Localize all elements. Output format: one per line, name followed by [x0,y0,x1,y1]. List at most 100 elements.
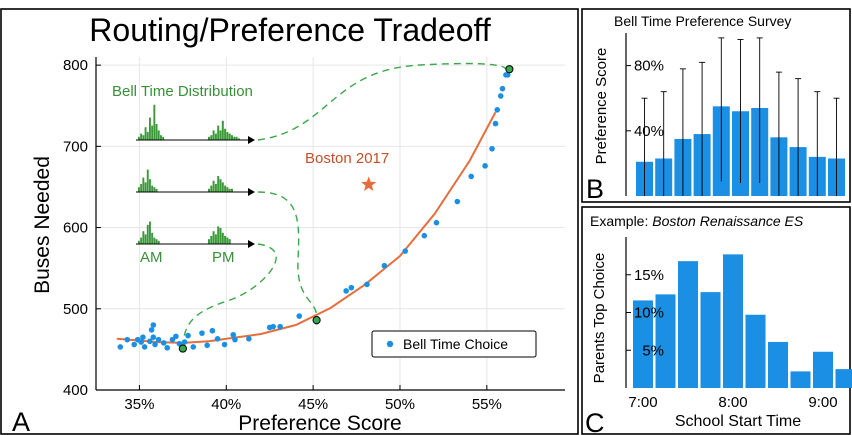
data-point [117,344,124,350]
panel-a-frame [0,8,579,435]
data-point [148,327,155,333]
data-point [348,284,355,291]
histogram-bar [226,187,229,192]
panel-b-letter: B [586,174,604,204]
dashed-connector [182,243,277,345]
histogram-bar [214,234,217,244]
histogram-bar [217,176,220,192]
panel-c-title-italic: Boston Renaissance ES [652,213,804,229]
data-point [482,163,488,169]
data-point [421,232,428,239]
data-point [454,198,461,205]
histogram-bar [140,237,143,244]
histogram-bar [146,169,149,192]
panel-b-ytick-40: 40% [634,123,664,140]
histogram-bar [210,135,213,140]
data-point [124,336,131,343]
histogram-bar [231,135,233,140]
panel-c-y-tick-label: 5% [642,342,664,359]
histogram-bar [224,185,227,192]
data-point [131,341,138,348]
histogram-bar [144,234,147,244]
start-time-bar [678,261,698,388]
histogram-bar [219,179,222,192]
data-point [160,340,167,346]
histogram-bar [138,240,140,244]
y-tick-label: 500 [63,301,88,318]
legend-marker [386,340,394,348]
histogram-bar [140,184,143,192]
histogram-bar [153,187,156,192]
panel-a-letter: A [12,407,30,435]
data-point [270,323,276,330]
panel-a-ylabel: Buses Needed [31,156,54,294]
histogram-bar [212,180,215,192]
data-point [499,85,506,92]
start-time-bar [633,300,653,388]
histogram-bar [151,232,154,244]
panel-b: Bell Time Preference Survey 80% 40% Pref… [586,13,845,204]
histogram-arrowhead [248,240,255,248]
histogram-bar [237,138,240,140]
histogram-bar [142,231,145,244]
histogram-bar [226,132,229,140]
panel-b-ylabel: Preference Score [593,48,610,165]
panel-c: Example: Boston Renaissance ES 5% 10% 15% 7… [585,213,852,435]
y-tick-label: 600 [63,220,88,237]
histogram-bar [228,133,231,140]
data-point [221,341,228,348]
highlighted-point [178,344,187,353]
bell-time-distribution-label: Bell Time Distribution [112,83,253,100]
data-point [277,323,283,330]
y-tick-label: 700 [63,138,88,155]
data-point [492,120,499,127]
y-tick-label: 800 [63,57,88,74]
am-label: AM [140,249,163,266]
histogram-bar [221,120,224,140]
histogram-bar [142,177,145,192]
data-point [494,106,501,113]
legend-box [371,330,537,358]
panel-c-frame [581,206,851,435]
histogram-bar [212,231,215,244]
highlighted-point [505,65,514,74]
panel-c-x-tick-label: 8:00 [718,394,747,411]
data-point [164,344,171,351]
histogram-bar [226,237,229,244]
data-point [489,145,495,152]
histogram-bar [157,240,160,244]
boston-2017-label: Boston 2017 [305,150,389,167]
histogram-bar [155,239,158,244]
data-point [152,341,158,348]
data-point [140,334,146,341]
highlighted-point [312,316,321,325]
dashed-connector [257,191,318,317]
legend-label: Bell Time Choice [403,336,508,352]
data-point [214,336,221,342]
histogram-bar [146,132,149,140]
data-point [181,339,188,345]
histogram-bar [208,239,210,244]
panel-c-title: Example: Boston Renaissance ES [590,213,804,229]
data-point [204,342,210,349]
histogram-bar [138,136,140,140]
histogram-bar [155,124,158,140]
histogram-bar [224,236,227,244]
panel-a-title: Routing/Preference Tradeoff [89,12,491,48]
histogram-bar [228,188,231,192]
start-time-bar [655,294,676,388]
histogram-bar [221,182,224,192]
panel-a: Routing/Preference Tradeoff 35% 40% 45% 50%… [12,12,565,435]
panel-b-ytick-80: 80% [634,58,664,75]
start-time-bar [835,369,852,388]
data-point [199,330,205,336]
histogram-bar [138,187,140,192]
histogram-bar [144,127,147,140]
histogram-bar [219,228,222,244]
data-point [497,93,504,99]
x-tick-label: 45% [298,396,328,413]
histogram-bar [208,136,210,140]
boston-2017-star [361,176,377,191]
panel-b-title: Bell Time Preference Survey [614,13,791,29]
histogram-bar [140,133,143,140]
